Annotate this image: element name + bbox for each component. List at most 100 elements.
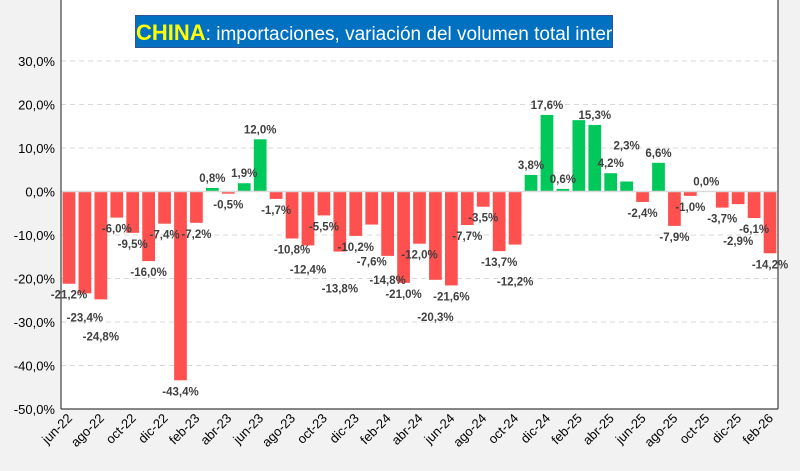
data-label: 0,0% bbox=[693, 177, 719, 189]
x-tick-label: oct-22 bbox=[103, 411, 139, 447]
data-label: 17,6% bbox=[531, 100, 564, 112]
y-tick-label: -40,0% bbox=[14, 359, 56, 374]
data-label: -2,9% bbox=[723, 236, 753, 248]
data-label: 4,2% bbox=[598, 158, 624, 170]
bar bbox=[110, 191, 124, 218]
bar bbox=[683, 191, 697, 196]
bar bbox=[142, 191, 156, 262]
x-tick-label: abr-23 bbox=[197, 411, 234, 448]
data-label: -6,0% bbox=[102, 224, 132, 236]
bar bbox=[397, 191, 410, 283]
bar bbox=[94, 191, 108, 300]
x-tick-label: dic-23 bbox=[326, 411, 362, 447]
y-tick-label: -50,0% bbox=[14, 402, 56, 417]
bar bbox=[476, 191, 490, 207]
bar bbox=[668, 191, 681, 226]
bar bbox=[285, 191, 299, 239]
x-tick-label: ago-25 bbox=[641, 411, 680, 450]
bar bbox=[381, 191, 395, 256]
bar bbox=[556, 188, 570, 192]
chart-title: CHINA: importaciones, variación del volu… bbox=[135, 15, 659, 48]
data-label: -7,9% bbox=[659, 232, 689, 244]
bar bbox=[540, 114, 554, 192]
y-tick-label: -10,0% bbox=[14, 228, 56, 243]
bar bbox=[221, 191, 235, 194]
bar bbox=[429, 191, 442, 280]
bar bbox=[652, 162, 665, 192]
data-label: -5,5% bbox=[309, 221, 339, 233]
data-label: -24,8% bbox=[83, 331, 119, 343]
data-label: -13,7% bbox=[481, 257, 517, 269]
bar bbox=[715, 191, 729, 208]
x-tick-label: abr-25 bbox=[580, 411, 617, 448]
y-tick-label: 30,0% bbox=[18, 54, 55, 69]
x-tick-label: oct-25 bbox=[676, 411, 712, 447]
data-label: 0,8% bbox=[199, 173, 225, 185]
data-label: 2,3% bbox=[614, 140, 640, 152]
bar bbox=[460, 191, 474, 225]
bars-group bbox=[61, 60, 778, 381]
bar bbox=[444, 191, 458, 286]
chart-title-highlight: CHINA bbox=[136, 20, 206, 45]
bar bbox=[158, 191, 171, 224]
bar bbox=[763, 191, 777, 254]
data-label: -23,4% bbox=[67, 312, 103, 324]
bar bbox=[205, 188, 219, 192]
y-tick-label: -20,0% bbox=[14, 272, 56, 287]
x-tick-label: oct-24 bbox=[485, 411, 521, 447]
bar bbox=[492, 191, 506, 252]
data-label: -13,8% bbox=[322, 284, 358, 296]
bar bbox=[604, 173, 618, 192]
data-label: -12,2% bbox=[497, 277, 533, 289]
data-label: -10,8% bbox=[274, 244, 310, 256]
data-label: -43,4% bbox=[162, 386, 198, 398]
x-tick-label: feb-25 bbox=[548, 411, 585, 448]
data-label: -6,1% bbox=[739, 224, 769, 236]
data-label: -3,5% bbox=[468, 213, 498, 225]
data-label: -7,4% bbox=[150, 230, 180, 242]
x-tick-label: abr-24 bbox=[388, 411, 425, 448]
bar bbox=[62, 191, 76, 284]
x-tick-label: oct-23 bbox=[294, 411, 330, 447]
data-label: -7,2% bbox=[181, 229, 211, 241]
data-label: -0,5% bbox=[213, 200, 243, 212]
data-label: -14,2% bbox=[752, 259, 788, 271]
bar bbox=[365, 191, 379, 225]
bar bbox=[190, 191, 203, 223]
data-label: -2,4% bbox=[628, 208, 658, 220]
bar bbox=[731, 191, 745, 205]
data-label: -7,7% bbox=[452, 231, 482, 243]
data-label: -16,0% bbox=[130, 267, 166, 279]
data-label: 0,6% bbox=[550, 174, 576, 186]
bar bbox=[620, 181, 634, 192]
x-tick-label: dic-24 bbox=[517, 411, 553, 447]
data-label: -21,0% bbox=[385, 289, 421, 301]
x-tick-label: dic-25 bbox=[709, 411, 745, 447]
bar bbox=[269, 191, 283, 199]
data-label: -9,5% bbox=[118, 239, 148, 251]
bar bbox=[301, 191, 315, 246]
x-tick-label: dic-22 bbox=[135, 411, 171, 447]
data-label: 3,8% bbox=[518, 160, 544, 172]
data-label: -1,7% bbox=[261, 205, 291, 217]
y-tick-label: -30,0% bbox=[14, 315, 56, 330]
bar bbox=[253, 139, 267, 192]
x-tick-label: ago-22 bbox=[68, 411, 107, 450]
chart-title-rest: : importaciones, variación del volumen t… bbox=[205, 24, 659, 45]
bar bbox=[126, 191, 140, 233]
bar bbox=[636, 191, 649, 202]
data-label: -12,4% bbox=[290, 264, 326, 276]
x-tick-label: feb-24 bbox=[357, 411, 394, 448]
y-tick-label: 20,0% bbox=[18, 98, 55, 113]
data-label: -3,7% bbox=[707, 214, 737, 226]
data-label: 6,6% bbox=[645, 148, 671, 160]
data-label: 12,0% bbox=[244, 124, 277, 136]
y-tick-label: 10,0% bbox=[18, 141, 55, 156]
data-label: -10,2% bbox=[338, 242, 374, 254]
bar bbox=[174, 191, 187, 381]
x-tick-label: feb-26 bbox=[739, 411, 776, 448]
bar bbox=[413, 191, 426, 244]
bar bbox=[237, 183, 251, 192]
data-label: -12,0% bbox=[401, 250, 437, 262]
